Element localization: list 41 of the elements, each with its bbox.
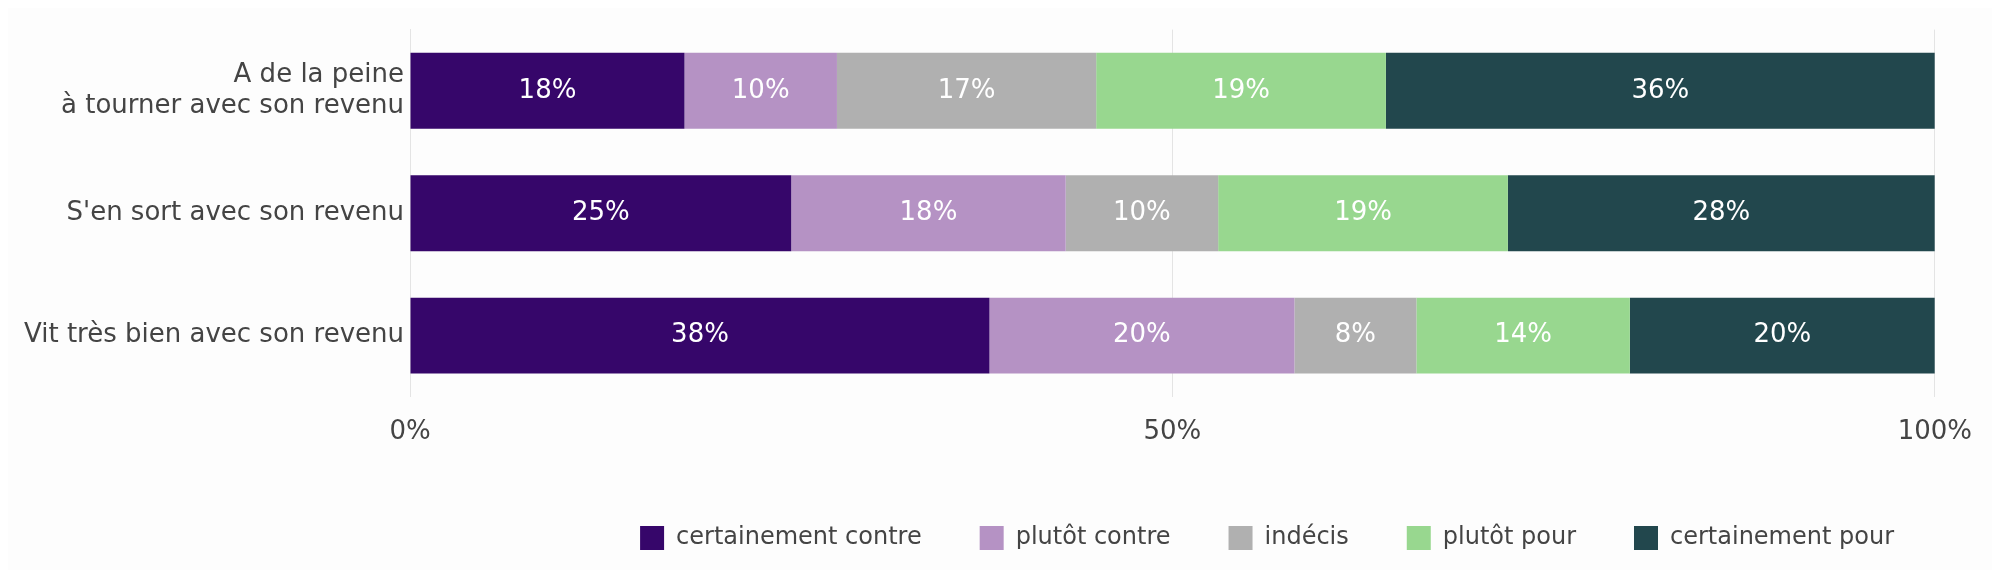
data-label: 28% <box>1692 195 1751 226</box>
bar <box>1416 297 1630 374</box>
legend-label: certainement pour <box>1670 522 1895 551</box>
data-label: 10% <box>1113 195 1171 226</box>
bar <box>1507 175 1935 252</box>
bar <box>1096 52 1386 129</box>
y-tick-label: S'en sort avec son revenu <box>66 195 405 226</box>
x-tick-label: 100% <box>1897 415 1973 446</box>
y-tick-label: A de la peine à tourner avec son revenu <box>61 57 405 120</box>
bar <box>1218 175 1508 252</box>
x-tick-label: 0% <box>389 415 431 446</box>
y-tick-label: Vit très bien avec son revenu <box>23 318 405 349</box>
bar <box>1629 297 1935 374</box>
data-label: 20% <box>1753 318 1812 349</box>
data-label: 20% <box>1113 318 1171 349</box>
bar <box>410 175 792 252</box>
data-label: 8% <box>1334 318 1377 349</box>
bar <box>410 52 685 129</box>
bar <box>1385 52 1935 129</box>
bar <box>410 297 990 374</box>
bar <box>1294 297 1417 374</box>
bar <box>1065 175 1219 252</box>
data-label: 18% <box>899 195 958 226</box>
legend-label: certainement contre <box>676 522 922 551</box>
data-label: 38% <box>671 318 729 349</box>
data-label: 25% <box>571 195 630 226</box>
x-tick-label: 50% <box>1143 415 1202 446</box>
data-label: 19% <box>1212 73 1270 104</box>
data-label: 36% <box>1631 73 1690 104</box>
data-label: 14% <box>1494 318 1553 349</box>
data-label: 10% <box>731 73 790 104</box>
legend-label: plutôt pour <box>1442 522 1577 551</box>
data-label: 18% <box>518 73 577 104</box>
bar <box>791 175 1066 252</box>
data-label: 17% <box>937 73 996 104</box>
legend-label: plutôt contre <box>1015 522 1171 551</box>
bar <box>836 52 1097 129</box>
legend-label: indécis <box>1264 522 1349 551</box>
data-label: 19% <box>1334 195 1392 226</box>
bar <box>989 297 1295 374</box>
bar <box>684 52 837 129</box>
